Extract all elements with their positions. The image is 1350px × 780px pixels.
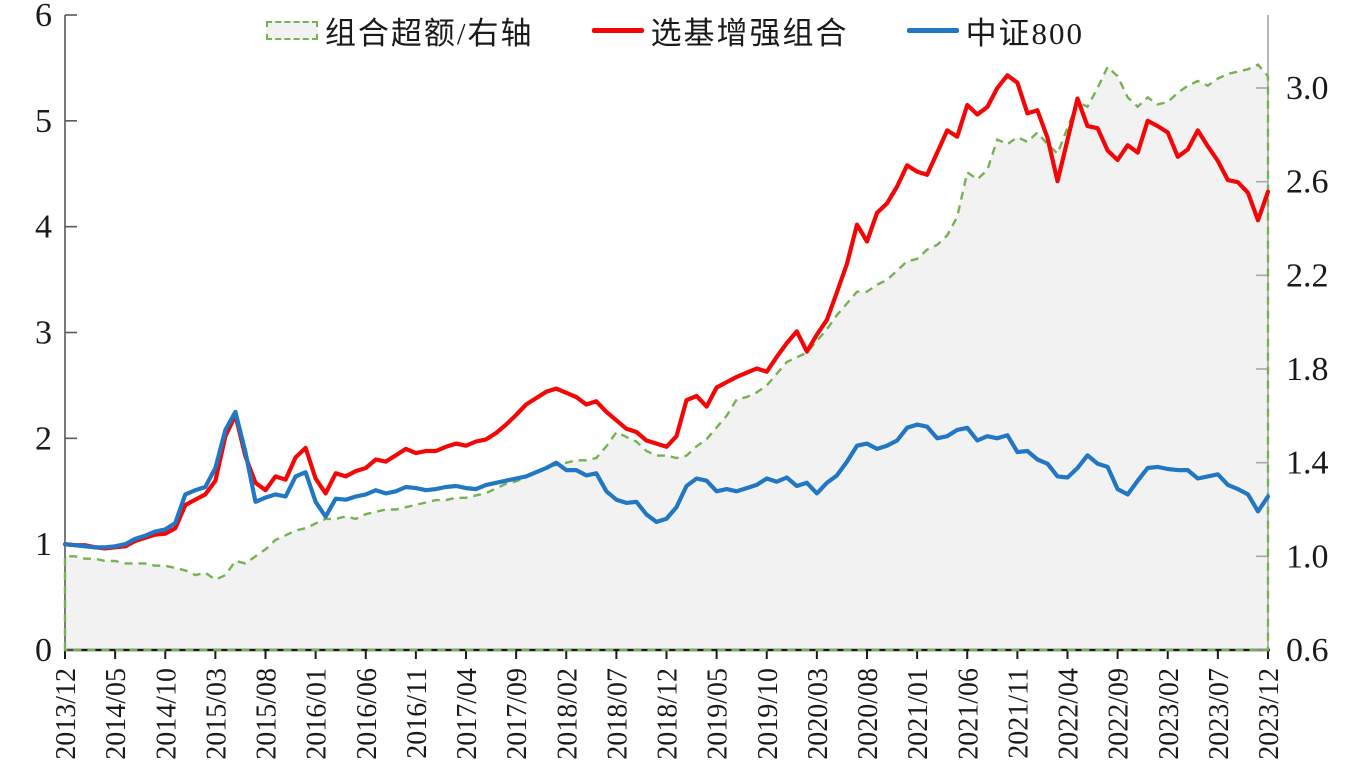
y-left-tick-label: 3 [35,315,52,352]
x-tick-label: 2021/11 [1003,668,1034,759]
x-tick-label: 2016/11 [402,668,433,759]
x-tick-label: 2023/12 [1254,668,1285,760]
x-tick-label: 2017/04 [452,668,483,760]
x-tick-label: 2023/02 [1154,668,1185,760]
x-tick-label: 2014/05 [101,668,132,760]
x-tick-label: 2015/03 [201,668,232,760]
x-tick-label: 2023/07 [1204,668,1235,760]
x-tick-label: 2020/08 [853,668,884,760]
csi800-series-line [62,409,1271,550]
x-tick-label: 2021/06 [953,668,984,760]
x-tick-label: 2020/03 [803,668,834,760]
y-right-tick-label: 2.6 [1286,164,1329,201]
x-tick-label: 2016/01 [302,668,333,760]
y-right-tick-label: 1.8 [1286,351,1329,388]
y-right-tick-label: 1.0 [1286,538,1329,575]
y-left-tick-label: 4 [35,209,52,246]
x-tick-label: 2021/01 [903,668,934,760]
x-tick-label: 2014/10 [151,668,182,760]
x-tick-label: 2015/08 [252,668,283,760]
x-tick-label: 2019/10 [753,668,784,760]
y-left-tick-label: 5 [35,103,52,140]
y-left-tick-label: 6 [35,0,52,34]
x-tick-label: 2018/12 [653,668,684,760]
enhanced-portfolio-series-line [62,73,1271,551]
x-tick-label: 2013/12 [51,668,82,760]
y-left-tick-label: 2 [35,420,52,457]
x-tick-label: 2018/07 [602,668,633,760]
excess-area-fill [65,64,1268,651]
y-right-tick-label: 1.4 [1286,445,1329,482]
excess-series-dashed-line [63,63,1270,652]
x-tick-label: 2018/02 [552,668,583,760]
x-tick-label: 2016/06 [352,668,383,760]
x-tick-label: 2022/04 [1054,668,1085,760]
y-left-tick-label: 0 [35,632,52,669]
y-right-tick-label: 0.6 [1286,632,1329,669]
y-left-tick-label: 1 [35,526,52,563]
x-tick-label: 2022/09 [1104,668,1135,760]
y-right-tick-label: 2.2 [1286,257,1329,294]
y-right-tick-label: 3.0 [1286,70,1329,107]
x-tick-label: 2017/09 [502,668,533,760]
x-tick-label: 2019/05 [703,668,734,760]
